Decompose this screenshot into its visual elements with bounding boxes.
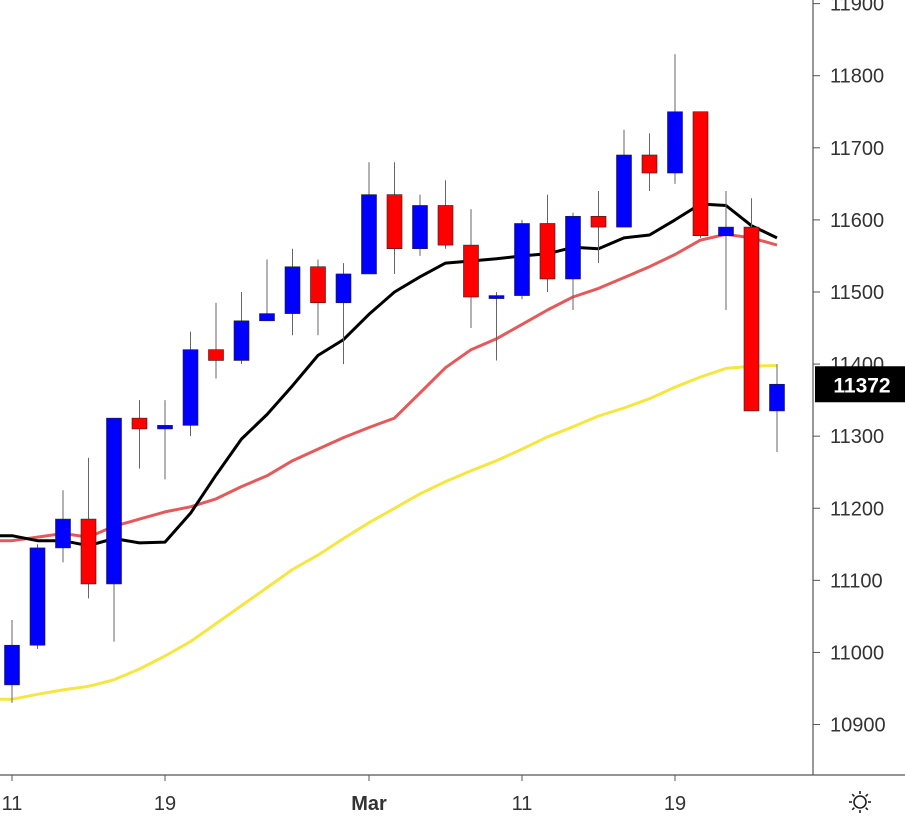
candle [233, 291, 250, 365]
candle [335, 263, 352, 365]
candle [386, 162, 403, 274]
candle-body [565, 215, 581, 280]
candle [743, 198, 760, 412]
candle-body [590, 215, 607, 228]
candle-body [310, 266, 326, 304]
candle-body [386, 194, 403, 250]
candle [539, 194, 556, 292]
y-tick-label: 11300 [830, 426, 884, 448]
candle [284, 248, 301, 336]
x-tick-label: 19 [154, 793, 176, 815]
candle-body [4, 644, 20, 686]
candle-body [80, 518, 97, 585]
candle [55, 490, 71, 563]
candle [259, 259, 275, 322]
candle-body [641, 154, 658, 174]
x-tick-label: 11 [512, 793, 533, 815]
candle-body [233, 320, 250, 361]
x-tick-label: Mar [351, 793, 387, 815]
y-tick-label: 11700 [830, 138, 884, 160]
axes-layer [0, 0, 905, 776]
candle-body [539, 223, 556, 280]
candle [718, 191, 734, 310]
candle [590, 191, 607, 264]
y-tick-label: 11500 [830, 282, 884, 304]
candle-body [208, 349, 224, 361]
candle [310, 259, 326, 336]
candle [29, 544, 46, 649]
y-tick-label: 11900 [830, 0, 884, 16]
candle [437, 180, 454, 249]
candle-body [718, 226, 734, 237]
candle [106, 417, 122, 642]
candle [667, 54, 683, 184]
candle-body [284, 266, 301, 314]
candle [4, 620, 20, 703]
candle [514, 219, 530, 300]
candle-body [463, 244, 479, 298]
candle-body [769, 383, 785, 412]
y-tick-label: 11000 [830, 642, 884, 664]
candle-body [157, 425, 173, 430]
settings-button[interactable] [849, 791, 871, 813]
candle [463, 209, 479, 329]
last-price-label: 11372 [815, 366, 905, 403]
candle [361, 162, 377, 275]
candle-body [259, 313, 275, 322]
candle [412, 194, 428, 256]
candle-body [488, 295, 505, 299]
y-tick-label: 11200 [830, 498, 884, 520]
y-tick-label: 11100 [830, 570, 883, 592]
candle [80, 457, 97, 599]
x-tick-label: 19 [664, 793, 686, 815]
candle [208, 302, 224, 379]
candle-body [182, 349, 199, 426]
candle [641, 133, 658, 192]
last-price-value: 11372 [833, 374, 890, 397]
candle [182, 331, 199, 437]
candle-body [692, 111, 709, 237]
candle-body [131, 417, 148, 430]
candle [616, 129, 632, 228]
candle-body [106, 417, 122, 585]
candle [488, 291, 505, 361]
candle [131, 400, 148, 469]
candle-body [361, 194, 377, 275]
y-tick-label: 11600 [830, 210, 884, 232]
candles-layer [4, 54, 785, 703]
last-price-box [815, 366, 905, 403]
x-tick-label: 11 [2, 793, 23, 815]
candle [157, 400, 173, 480]
candle-body [437, 205, 454, 246]
candle [692, 111, 709, 238]
candle [565, 212, 581, 310]
candle-body [514, 223, 530, 296]
y-tick-label: 11800 [830, 66, 884, 88]
gear-icon[interactable] [849, 791, 871, 813]
candle-body [616, 154, 632, 228]
candle-body [55, 518, 71, 549]
candle-body [412, 205, 428, 250]
x-ticks: 11 19 Mar 11 19 [2, 775, 686, 815]
candle-body [335, 273, 352, 304]
candle-body [29, 547, 46, 646]
moving-average-line [0, 364, 778, 701]
candle-body [667, 111, 683, 174]
y-tick-label: 10900 [830, 715, 886, 737]
candle-body [743, 226, 760, 412]
candle [769, 364, 785, 453]
